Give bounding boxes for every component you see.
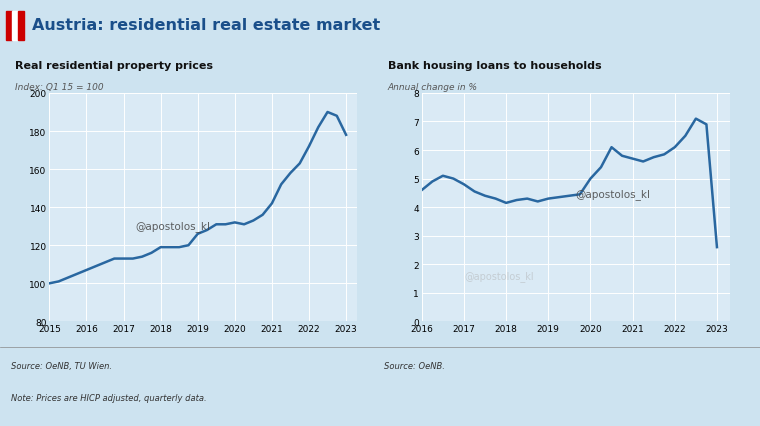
Text: Index: Q1 15 = 100: Index: Q1 15 = 100	[15, 82, 104, 91]
Text: Bank housing loans to households: Bank housing loans to households	[388, 60, 601, 71]
Text: Source: OeNB, TU Wien.: Source: OeNB, TU Wien.	[11, 361, 112, 370]
Text: @apostolos_kl: @apostolos_kl	[575, 189, 650, 199]
Text: Austria: residential real estate market: Austria: residential real estate market	[32, 18, 380, 33]
Text: @apostolos_kl: @apostolos_kl	[135, 221, 210, 231]
Text: Source: OeNB.: Source: OeNB.	[384, 361, 445, 370]
Bar	[12, 12, 18, 41]
Bar	[18, 12, 24, 41]
Text: Annual change in %: Annual change in %	[388, 82, 477, 91]
Text: Real residential property prices: Real residential property prices	[15, 60, 214, 71]
Bar	[6, 12, 12, 41]
Text: @apostolos_kl: @apostolos_kl	[464, 271, 534, 282]
Text: Note: Prices are HICP adjusted, quarterly data.: Note: Prices are HICP adjusted, quarterl…	[11, 393, 207, 402]
